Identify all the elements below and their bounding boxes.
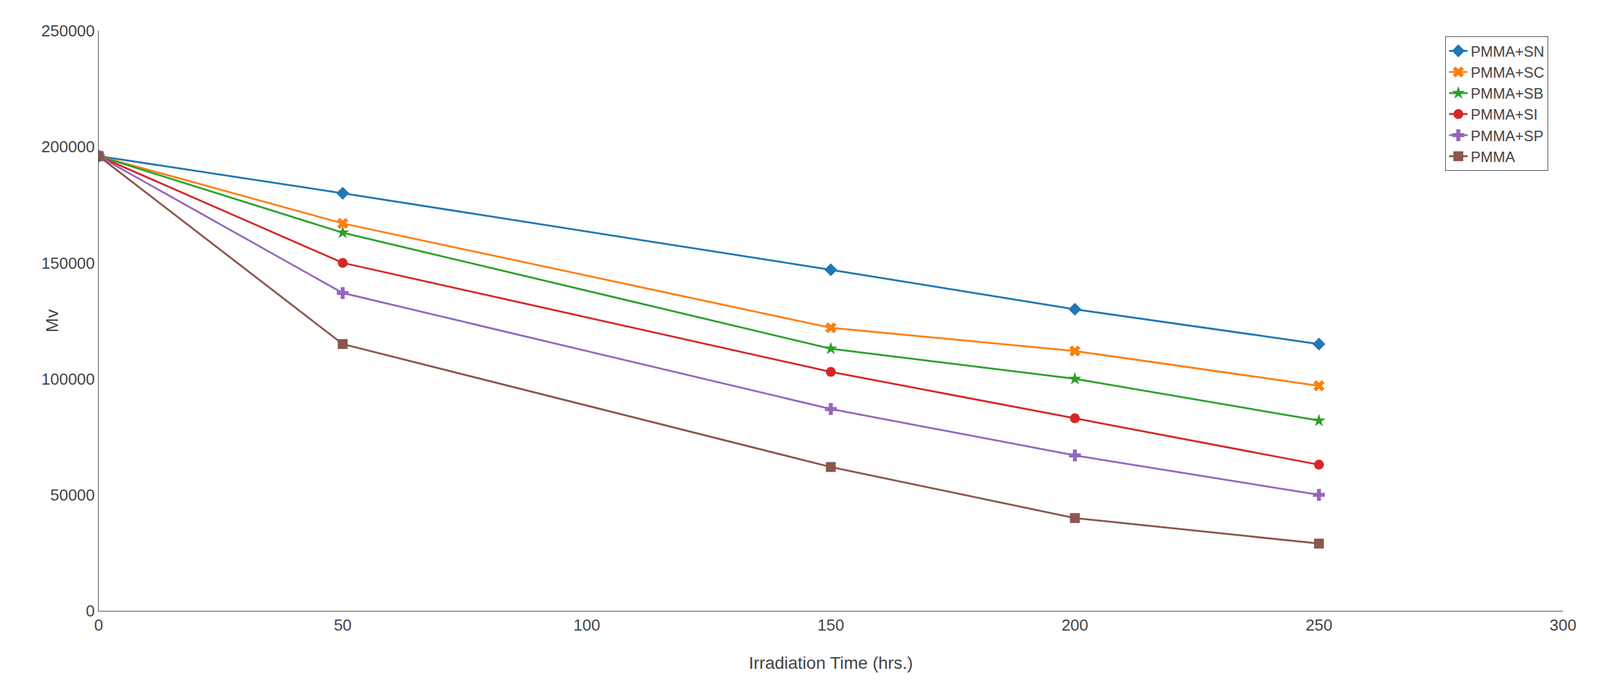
svg-text:PMMA+SN: PMMA+SN (1470, 43, 1544, 60)
svg-text:150000: 150000 (41, 254, 95, 273)
svg-text:300: 300 (1549, 615, 1576, 635)
svg-text:Mv: Mv (42, 309, 62, 333)
svg-text:Irradiation Time (hrs.): Irradiation Time (hrs.) (748, 653, 913, 673)
svg-text:200000: 200000 (41, 137, 95, 156)
svg-text:100: 100 (573, 615, 600, 635)
svg-text:100000: 100000 (41, 369, 95, 389)
svg-text:250: 250 (1305, 615, 1332, 635)
svg-text:50000: 50000 (49, 485, 95, 505)
svg-text:PMMA+SB: PMMA+SB (1470, 85, 1544, 102)
svg-text:PMMA+SI: PMMA+SI (1470, 106, 1538, 123)
svg-text:250000: 250000 (41, 21, 95, 41)
svg-text:0: 0 (85, 601, 95, 621)
svg-text:PMMA+SC: PMMA+SC (1470, 64, 1544, 81)
svg-text:150: 150 (817, 615, 845, 635)
svg-text:PMMA: PMMA (1470, 148, 1515, 166)
svg-text:200: 200 (1061, 615, 1089, 635)
svg-text:PMMA+SP: PMMA+SP (1470, 127, 1544, 145)
svg-text:50: 50 (333, 615, 352, 635)
svg-text:0: 0 (94, 615, 103, 635)
